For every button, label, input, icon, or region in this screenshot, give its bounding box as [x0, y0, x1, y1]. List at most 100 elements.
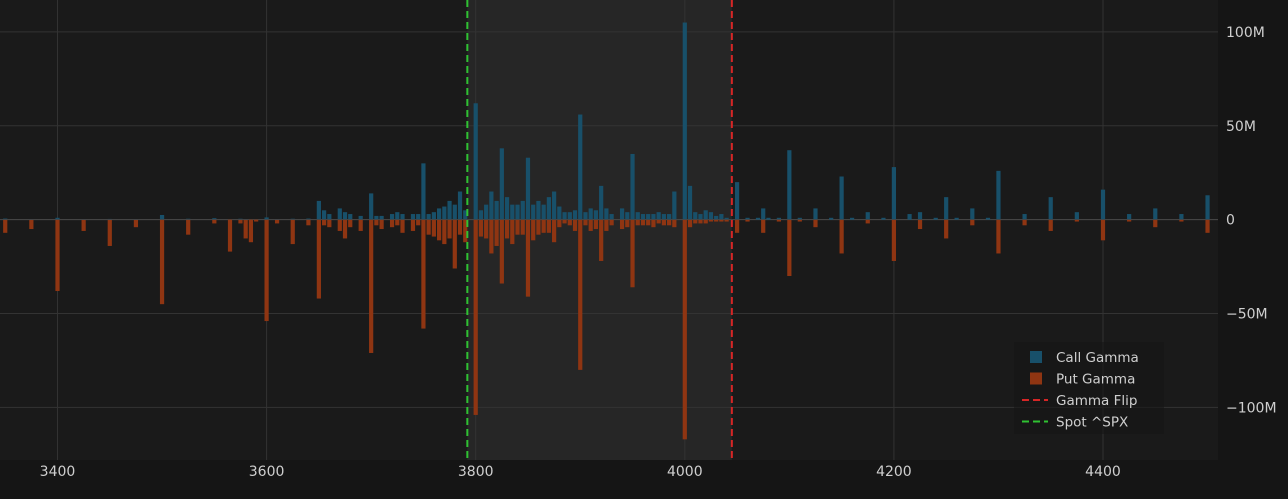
put-gamma-bar [410, 219, 416, 231]
put-gamma-bar [1048, 219, 1053, 231]
call-gamma-bar [907, 214, 912, 220]
put-gamma-bar [865, 219, 870, 224]
call-gamma-bar [1074, 212, 1079, 220]
call-gamma-bar [1048, 197, 1053, 220]
call-gamma-bar [133, 219, 139, 220]
call-gamma-bar [416, 214, 421, 220]
legend-swatch-call [1030, 351, 1042, 363]
call-gamma-bar [437, 208, 442, 220]
call-gamma-bar [567, 212, 572, 220]
put-gamma-bar [635, 219, 640, 226]
call-gamma-bar [447, 200, 452, 220]
call-gamma-bar [970, 208, 975, 220]
call-gamma-bar [787, 150, 792, 220]
put-gamma-bar [290, 219, 295, 245]
put-gamma-bar [687, 219, 693, 228]
call-gamma-bar [484, 204, 489, 220]
put-gamma-bar [546, 219, 551, 233]
call-gamma-bar [640, 214, 646, 220]
legend-label: Call Gamma [1056, 350, 1139, 366]
put-gamma-bar [693, 219, 698, 224]
put-gamma-bar [562, 219, 567, 224]
put-gamma-bar [478, 219, 484, 237]
call-gamma-bar [745, 217, 750, 220]
call-gamma-bar [442, 206, 447, 220]
put-gamma-bar [541, 219, 546, 233]
put-gamma-bar [395, 219, 400, 226]
put-gamma-bar [389, 219, 395, 228]
put-gamma-bar [714, 219, 719, 222]
put-gamma-bar [426, 219, 431, 235]
call-gamma-bar [996, 170, 1001, 220]
x-tick-label: 3800 [458, 464, 494, 480]
call-gamma-bar [656, 212, 661, 220]
call-gamma-bar [776, 217, 781, 220]
call-gamma-bar [520, 200, 525, 220]
call-gamma-bar [410, 214, 416, 220]
put-gamma-bar [316, 219, 321, 299]
x-tick-label: 4000 [667, 464, 703, 480]
legend: Call Gamma Put Gamma Gamma Flip Spot ^SPX [1014, 342, 1164, 434]
put-gamma-bar [588, 219, 593, 231]
call-gamma-bar [426, 214, 431, 220]
put-gamma-bar [212, 219, 217, 224]
put-gamma-bar [369, 219, 374, 353]
put-gamma-bar [504, 219, 510, 239]
put-gamma-bar [797, 219, 802, 222]
put-gamma-bar [599, 219, 604, 261]
call-gamma-bar [510, 204, 515, 220]
call-gamma-bar [504, 197, 510, 220]
put-gamma-bar [698, 219, 703, 224]
call-gamma-bar [499, 148, 504, 220]
call-gamma-bar [463, 210, 468, 220]
call-gamma-bar [646, 214, 651, 220]
put-gamma-bar [567, 219, 572, 226]
put-gamma-bar [55, 219, 60, 292]
call-gamma-bar [881, 217, 886, 220]
call-gamma-bar [515, 204, 520, 220]
call-gamma-bar [714, 215, 719, 220]
put-gamma-bar [1179, 219, 1184, 222]
call-gamma-bar [703, 210, 708, 220]
call-gamma-bar [593, 210, 599, 220]
x-tick-label: 3400 [40, 464, 76, 480]
legend-label: Spot ^SPX [1056, 415, 1128, 431]
put-gamma-bar [489, 219, 494, 254]
put-gamma-bar [348, 219, 353, 228]
put-gamma-bar [625, 219, 630, 228]
put-gamma-bar [227, 219, 233, 252]
put-gamma-bar [761, 219, 766, 233]
put-gamma-bar [515, 219, 520, 235]
put-gamma-bar [29, 219, 34, 230]
put-gamma-bar [839, 219, 844, 254]
x-tick-label: 4200 [876, 464, 912, 480]
put-gamma-bar [484, 219, 489, 239]
call-gamma-bar [1153, 208, 1158, 220]
put-gamma-bar [578, 219, 583, 370]
put-gamma-bar [646, 219, 651, 226]
call-gamma-bar [625, 212, 630, 220]
put-gamma-bar [1127, 219, 1132, 222]
put-gamma-bar [891, 219, 896, 261]
call-gamma-bar [489, 191, 494, 220]
call-gamma-bar [29, 219, 34, 220]
put-gamma-bar [651, 219, 656, 228]
call-gamma-bar [865, 212, 870, 220]
put-gamma-bar [745, 219, 750, 222]
put-gamma-bar [525, 219, 531, 297]
call-gamma-bar [708, 212, 714, 220]
call-gamma-bar [651, 214, 656, 220]
call-gamma-bar [724, 217, 729, 220]
call-gamma-bar [316, 200, 321, 220]
put-gamma-bar [609, 219, 614, 226]
call-gamma-bar [891, 167, 896, 220]
call-gamma-bar [839, 176, 844, 220]
call-gamma-bar [630, 153, 635, 220]
put-gamma-bar [787, 219, 792, 276]
put-gamma-bar [274, 219, 280, 224]
put-gamma-bar [248, 219, 254, 243]
put-gamma-bar [672, 219, 677, 228]
call-gamma-bar [358, 215, 363, 220]
put-gamma-bar [531, 219, 536, 241]
